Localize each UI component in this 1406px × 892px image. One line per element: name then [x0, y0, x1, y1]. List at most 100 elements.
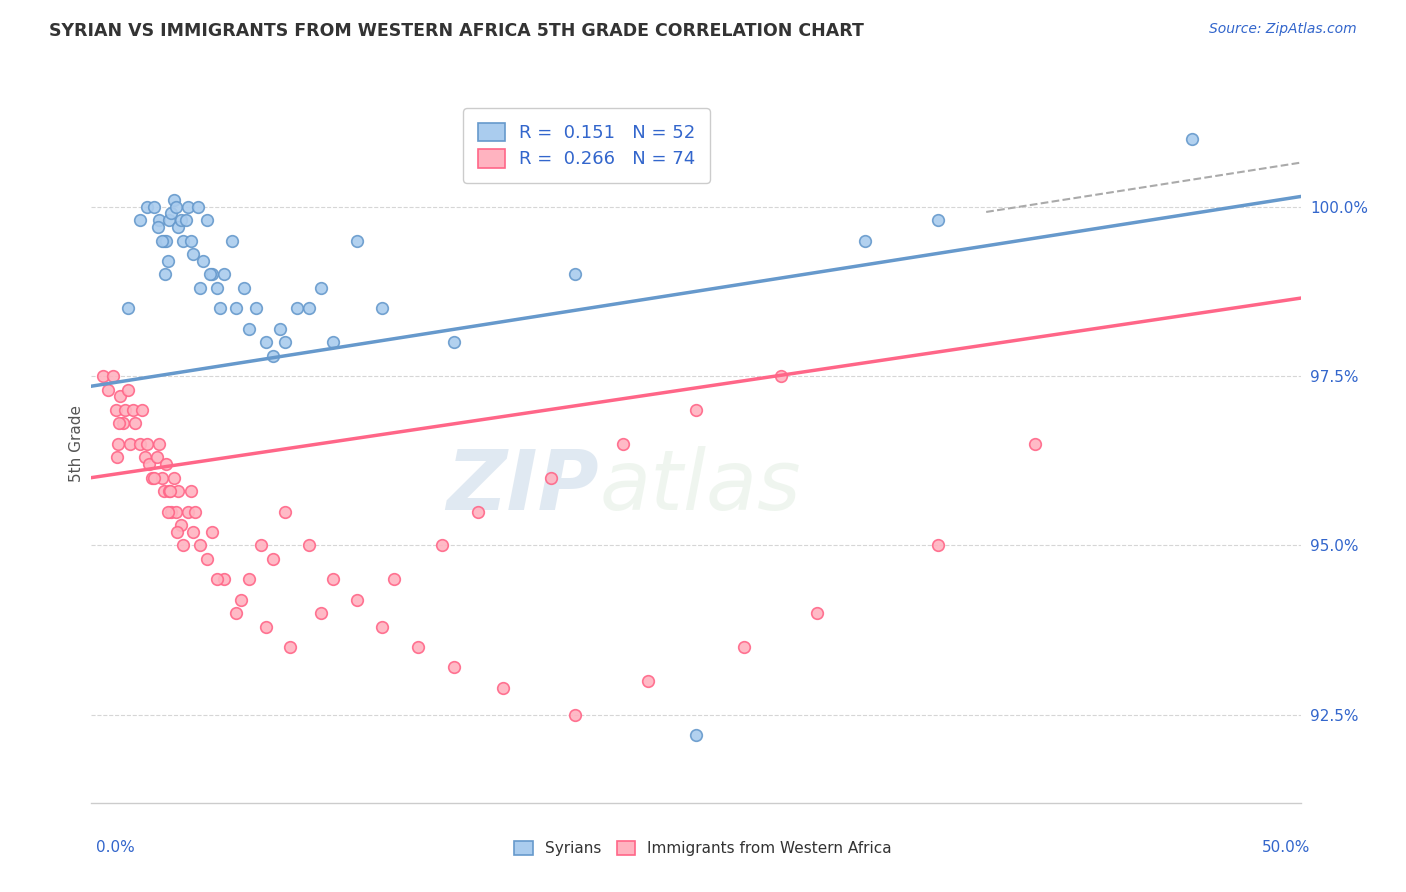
Point [117, 301, 139, 316]
Point [134, 450, 156, 465]
Point [232, 281, 254, 295]
Point [150, 470, 173, 484]
Point [167, 484, 190, 499]
Point [491, 681, 513, 695]
Point [238, 572, 260, 586]
Point [157, 213, 180, 227]
Point [124, 417, 146, 431]
Point [346, 592, 368, 607]
Point [197, 213, 219, 227]
Point [769, 369, 792, 384]
Point [467, 504, 489, 518]
Point [443, 335, 465, 350]
Point [430, 538, 453, 552]
Point [153, 484, 176, 499]
Point [406, 640, 429, 654]
Point [201, 524, 224, 539]
Point [174, 213, 197, 227]
Point [160, 504, 183, 518]
Point [128, 213, 150, 227]
Point [107, 436, 129, 450]
Point [156, 253, 179, 268]
Point [205, 281, 228, 295]
Point [188, 538, 211, 552]
Point [309, 606, 332, 620]
Point [181, 247, 204, 261]
Point [208, 301, 231, 316]
Point [159, 484, 181, 499]
Point [97, 383, 120, 397]
Point [111, 417, 134, 431]
Point [231, 592, 253, 607]
Point [138, 457, 160, 471]
Point [245, 301, 267, 316]
Point [150, 234, 173, 248]
Point [188, 281, 211, 295]
Point [370, 620, 392, 634]
Point [101, 369, 124, 384]
Point [685, 728, 707, 742]
Y-axis label: 5th Grade: 5th Grade [69, 405, 84, 483]
Point [128, 436, 150, 450]
Point [191, 253, 214, 268]
Point [167, 219, 190, 234]
Point [205, 572, 228, 586]
Point [187, 200, 209, 214]
Point [153, 268, 176, 282]
Point [225, 606, 247, 620]
Point [165, 200, 187, 214]
Point [269, 321, 291, 335]
Point [346, 234, 368, 248]
Text: ZIP: ZIP [447, 446, 599, 527]
Text: atlas: atlas [599, 446, 801, 527]
Point [177, 200, 200, 214]
Point [1181, 132, 1204, 146]
Point [105, 450, 128, 465]
Point [927, 538, 949, 552]
Point [564, 268, 586, 282]
Point [136, 200, 159, 214]
Point [157, 484, 180, 499]
Point [114, 403, 136, 417]
Point [225, 301, 247, 316]
Point [254, 335, 277, 350]
Point [214, 268, 236, 282]
Text: SYRIAN VS IMMIGRANTS FROM WESTERN AFRICA 5TH GRADE CORRELATION CHART: SYRIAN VS IMMIGRANTS FROM WESTERN AFRICA… [49, 22, 865, 40]
Point [180, 484, 202, 499]
Point [298, 538, 321, 552]
Point [165, 504, 187, 518]
Point [148, 213, 170, 227]
Point [238, 321, 260, 335]
Point [285, 301, 308, 316]
Point [166, 524, 188, 539]
Point [162, 470, 184, 484]
Point [249, 538, 271, 552]
Point [146, 219, 169, 234]
Point [443, 660, 465, 674]
Point [927, 213, 949, 227]
Point [170, 518, 193, 533]
Point [853, 234, 876, 248]
Point [145, 450, 167, 465]
Point [104, 403, 127, 417]
Point [153, 234, 176, 248]
Point [170, 213, 193, 227]
Legend: Syrians, Immigrants from Western Africa: Syrians, Immigrants from Western Africa [508, 835, 898, 862]
Point [143, 470, 166, 484]
Point [120, 436, 142, 450]
Point [172, 234, 194, 248]
Point [117, 383, 139, 397]
Point [540, 470, 562, 484]
Point [1024, 436, 1046, 450]
Point [141, 470, 163, 484]
Point [108, 417, 131, 431]
Point [136, 436, 159, 450]
Point [278, 640, 301, 654]
Point [612, 436, 634, 450]
Point [155, 457, 177, 471]
Point [322, 572, 344, 586]
Point [156, 504, 179, 518]
Text: Source: ZipAtlas.com: Source: ZipAtlas.com [1209, 22, 1357, 37]
Point [221, 234, 243, 248]
Point [172, 538, 194, 552]
